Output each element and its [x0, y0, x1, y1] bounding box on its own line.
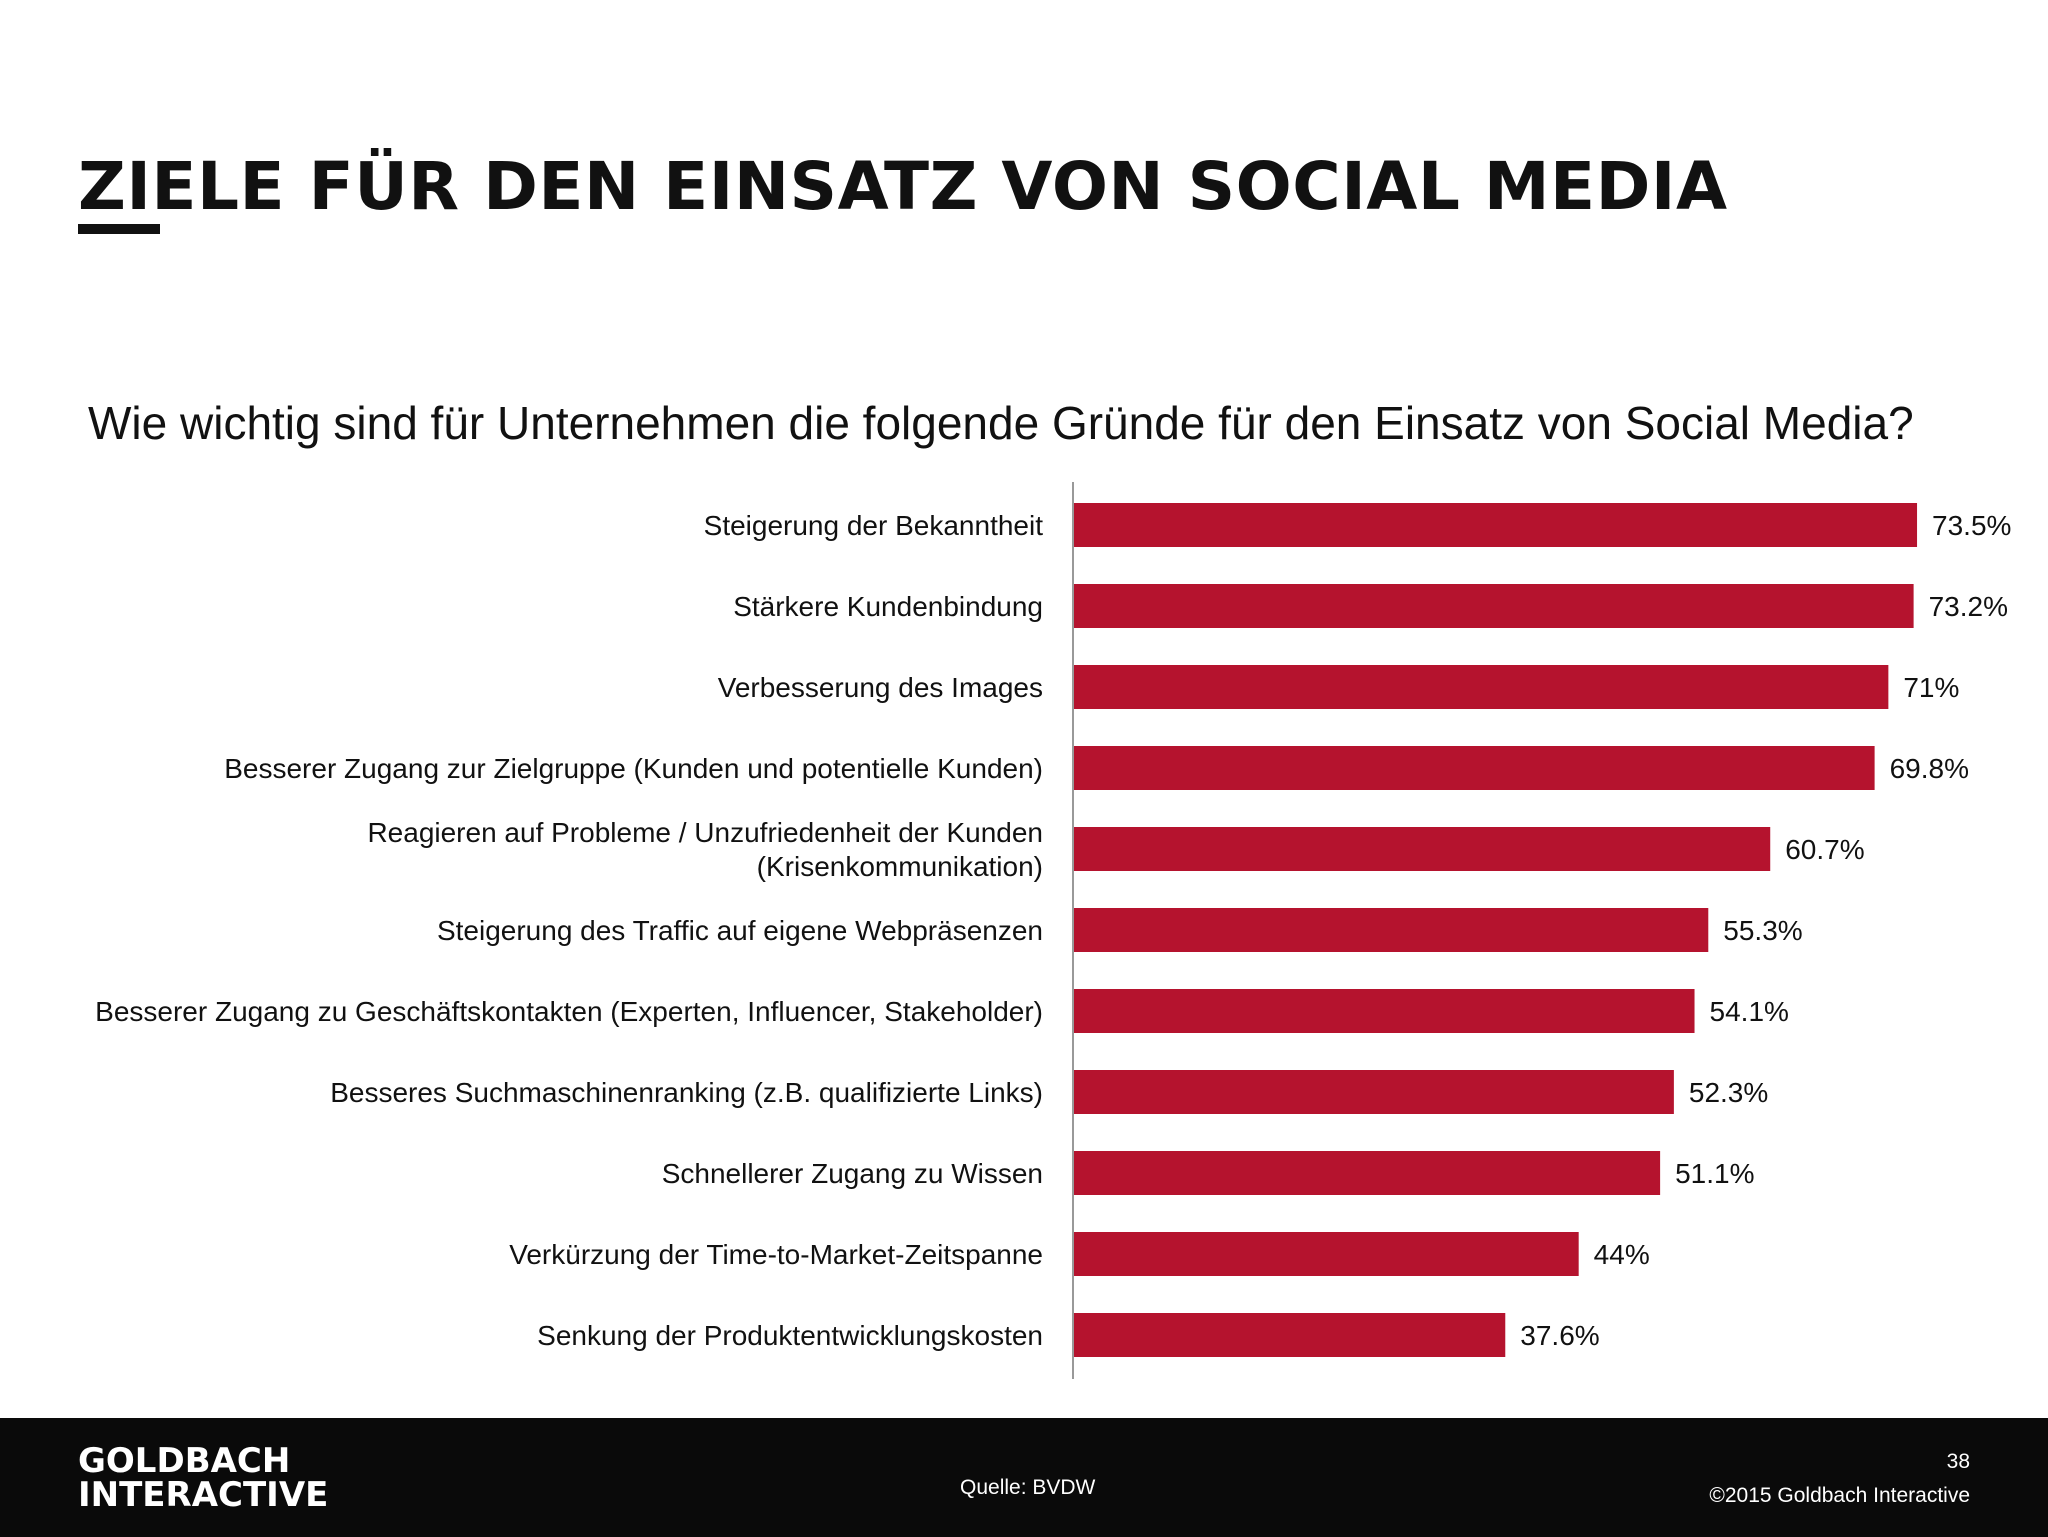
bar-value-label: 37.6% [1520, 1320, 1599, 1351]
bar-value-label: 54.1% [1710, 996, 1789, 1027]
bar-value-label: 69.8% [1890, 753, 1969, 784]
source-note: Quelle: BVDW [960, 1476, 1096, 1499]
chart-question: Wie wichtig sind für Unternehmen die fol… [88, 397, 1914, 449]
category-label: Besserer Zugang zur Zielgruppe (Kunden u… [224, 753, 1043, 784]
title-accent-bar [78, 224, 160, 234]
bar [1074, 746, 1875, 790]
brand-logo: GOLDBACH INTERACTIVE [78, 1444, 328, 1512]
bar [1074, 1070, 1674, 1114]
category-label: (Krisenkommunikation) [757, 851, 1043, 882]
bar-value-label: 73.5% [1932, 510, 2011, 541]
bar [1074, 584, 1914, 628]
footer-bar: GOLDBACH INTERACTIVE Quelle: BVDW 38 ©20… [0, 1418, 2048, 1537]
bar [1074, 665, 1889, 709]
bar [1074, 827, 1771, 871]
bar [1074, 1313, 1506, 1357]
category-label: Verkürzung der Time-to-Market-Zeitspanne [509, 1239, 1043, 1270]
category-label: Reagieren auf Probleme / Unzufriedenheit… [367, 817, 1043, 848]
bar-value-label: 60.7% [1785, 834, 1864, 865]
category-label: Senkung der Produktentwicklungskosten [537, 1320, 1043, 1351]
page-title: ZIELE FÜR DEN EINSATZ VON SOCIAL MEDIA [78, 148, 1728, 225]
bar-value-label: 71% [1903, 672, 1959, 703]
brand-logo-line1: GOLDBACH [78, 1441, 291, 1481]
bar [1074, 1151, 1661, 1195]
category-label: Stärkere Kundenbindung [733, 591, 1043, 622]
category-label: Schnellerer Zugang zu Wissen [662, 1158, 1043, 1189]
category-label: Verbesserung des Images [718, 672, 1043, 703]
bar-chart: 73.5% Steigerung der Bekanntheit 73.2% Stär… [95, 482, 2011, 1379]
category-label: Steigerung des Traffic auf eigene Webprä… [437, 915, 1043, 946]
category-label: Besseres Suchmaschinenranking (z.B. qual… [330, 1077, 1043, 1108]
category-label: Steigerung der Bekanntheit [704, 510, 1044, 541]
bar-value-label: 55.3% [1723, 915, 1802, 946]
bar-value-label: 52.3% [1689, 1077, 1768, 1108]
bar-value-label: 73.2% [1929, 591, 2008, 622]
bar-value-label: 51.1% [1675, 1158, 1754, 1189]
page-number: 38 [1946, 1450, 1970, 1473]
bar [1074, 1232, 1579, 1276]
bar [1074, 989, 1695, 1033]
bar [1074, 503, 1918, 547]
category-label: Besserer Zugang zu Geschäftskontakten (E… [95, 996, 1043, 1027]
bar-value-label: 44% [1594, 1239, 1650, 1270]
copyright-note: ©2015 Goldbach Interactive [1709, 1484, 1970, 1507]
brand-logo-line2: INTERACTIVE [78, 1475, 329, 1515]
bar [1074, 908, 1709, 952]
